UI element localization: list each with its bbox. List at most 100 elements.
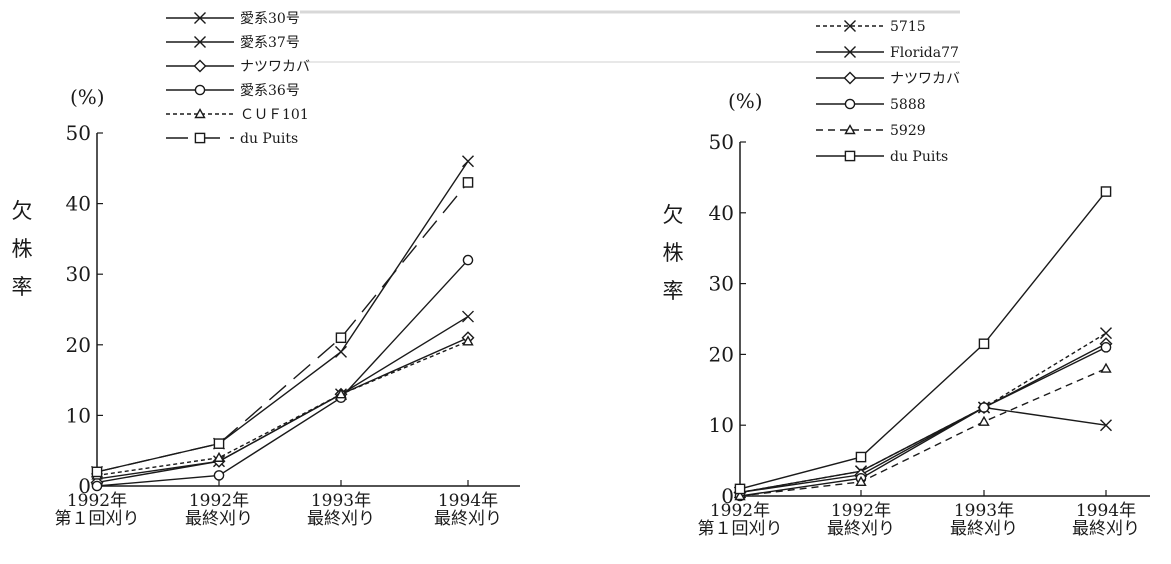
data-point-marker xyxy=(462,177,474,188)
legend-label: du Puits xyxy=(240,131,298,147)
legend-marker xyxy=(194,84,206,96)
legend-marker xyxy=(194,108,206,119)
series-line xyxy=(739,343,1107,494)
data-point-marker xyxy=(1100,327,1112,340)
y-tick-label: 30 xyxy=(709,272,734,296)
series-5 xyxy=(91,177,474,478)
legend-marker xyxy=(844,46,856,58)
x-category-label: 1994年最終刈り xyxy=(434,491,502,529)
series-line xyxy=(739,367,1107,497)
data-point-marker xyxy=(855,475,867,487)
series-line xyxy=(96,340,469,477)
series-line xyxy=(739,332,1107,494)
series-2 xyxy=(90,331,475,489)
data-point-marker xyxy=(1100,362,1112,373)
series-line xyxy=(96,181,469,473)
legend-label: 5715 xyxy=(890,19,926,35)
legend-marker xyxy=(844,98,856,110)
x-category-label: 1993年最終刈り xyxy=(307,491,375,529)
data-point-marker xyxy=(462,335,474,346)
series-0 xyxy=(734,327,1112,499)
legend-marker xyxy=(843,71,857,85)
series-4 xyxy=(734,362,1112,501)
data-point-marker xyxy=(91,466,103,478)
legend-label: du Puits xyxy=(890,149,948,165)
series-line xyxy=(96,337,469,484)
data-point-marker xyxy=(978,338,990,350)
data-point-marker xyxy=(978,415,990,426)
y-unit-label: (%) xyxy=(728,89,763,113)
data-point-marker xyxy=(213,470,225,481)
series-line xyxy=(96,160,469,473)
legend-marker xyxy=(194,12,206,24)
y-tick-label: 20 xyxy=(66,333,91,357)
chart-left: 0 10 20 30 40 50 1992年第１回刈り 1992年最終刈り 1993年最終刈り 1… xyxy=(12,11,520,529)
data-point-marker xyxy=(1100,186,1112,197)
legend-label: 愛系37号 xyxy=(240,35,300,51)
legend-marker xyxy=(194,36,206,48)
legend-label: ナツワカバ xyxy=(890,71,960,87)
legend-label: 5888 xyxy=(890,97,926,113)
data-point-marker xyxy=(734,490,746,501)
legend-marker xyxy=(844,150,856,162)
y-tick-label: 10 xyxy=(709,413,734,437)
legend-marker xyxy=(193,59,207,73)
x-category-label: 1993年最終刈り xyxy=(950,501,1018,539)
legend-label: 5929 xyxy=(890,123,926,139)
legend-marker xyxy=(194,132,206,144)
y-tick-label: 50 xyxy=(66,121,91,145)
x-category-label: 1992年第１回刈り xyxy=(698,501,783,539)
series-line xyxy=(96,259,469,487)
data-point-marker xyxy=(462,155,474,168)
x-category-label: 1992年第１回刈り xyxy=(55,491,140,529)
x-category-label: 1994年最終刈り xyxy=(1072,501,1140,539)
y-tick-label: 40 xyxy=(709,201,734,225)
series-3 xyxy=(91,254,474,492)
legend-label: ＣＵＦ101 xyxy=(240,107,309,123)
legend-label: Florida77 xyxy=(890,45,959,61)
series-line xyxy=(739,346,1107,497)
series-line xyxy=(739,191,1107,490)
series-line xyxy=(96,315,469,480)
chart-right: 0 10 20 30 40 50 1992年第１回刈り 1992年最終刈り 1993年最終刈り 1… xyxy=(663,19,1150,539)
series-3 xyxy=(734,342,1112,502)
y-tick-label: 20 xyxy=(709,342,734,366)
y-tick-label: 0 xyxy=(721,484,734,508)
background-bleed-through xyxy=(300,10,960,63)
data-point-marker xyxy=(1100,342,1112,353)
data-point-marker xyxy=(462,310,474,323)
y-tick-label: 50 xyxy=(709,130,734,154)
data-point-marker xyxy=(462,254,474,266)
legend: 5715 Florida77 ナツワカバ 5888 5929 du Puits xyxy=(816,19,960,165)
data-point-marker xyxy=(734,483,746,495)
series-1 xyxy=(734,401,1112,499)
y-axis-title: 欠株率 xyxy=(12,199,33,299)
data-point-marker xyxy=(855,451,867,463)
data-point-marker xyxy=(1100,419,1112,432)
x-category-label: 1992年最終刈り xyxy=(185,491,253,529)
legend-marker xyxy=(844,124,856,135)
data-point-marker xyxy=(213,438,225,449)
series-5 xyxy=(734,186,1112,495)
y-tick-label: 10 xyxy=(66,403,91,427)
y-tick-label: 0 xyxy=(78,474,91,498)
legend-marker xyxy=(844,20,856,32)
data-point-marker xyxy=(91,480,103,492)
legend-label: ナツワカバ xyxy=(240,59,310,75)
y-axis-title: 欠株率 xyxy=(663,203,684,303)
data-point-marker xyxy=(335,388,347,399)
data-point-marker xyxy=(978,402,990,413)
series-1 xyxy=(91,310,474,485)
series-line xyxy=(739,406,1107,494)
x-category-label: 1992年最終刈り xyxy=(827,501,895,539)
series-4 xyxy=(91,335,474,480)
data-point-marker xyxy=(213,451,225,462)
y-tick-label: 40 xyxy=(66,192,91,216)
y-tick-label: 30 xyxy=(66,262,91,286)
data-point-marker xyxy=(335,345,347,358)
data-point-marker xyxy=(335,332,347,344)
legend-label: 愛系30号 xyxy=(240,11,300,27)
y-unit-label: (%) xyxy=(70,85,105,109)
